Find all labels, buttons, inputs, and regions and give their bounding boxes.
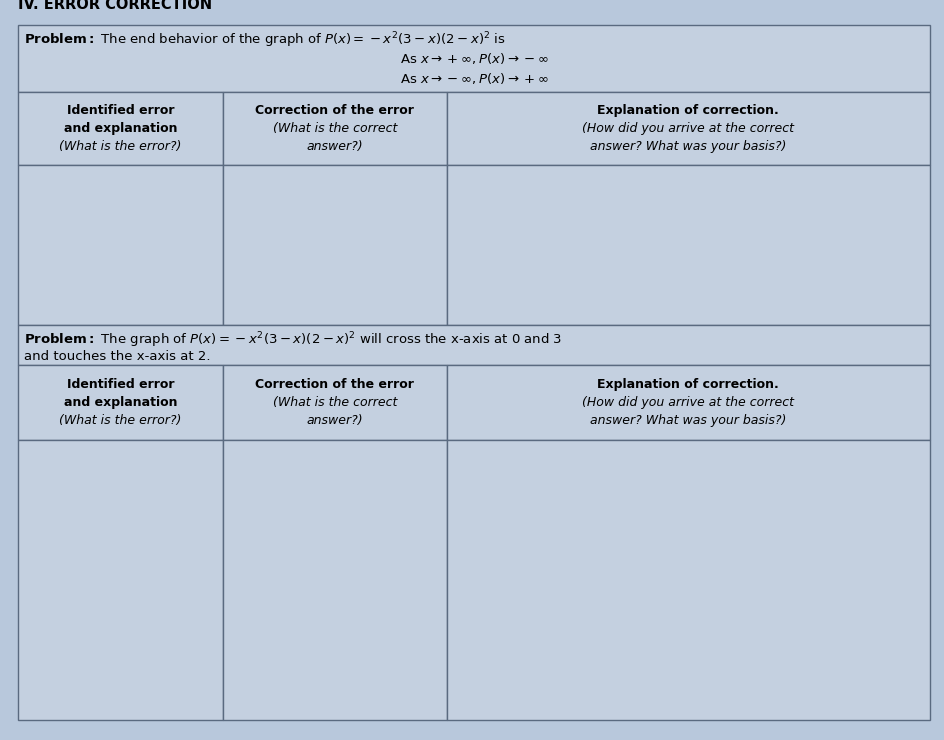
Text: Explanation of correction.: Explanation of correction. (597, 378, 779, 391)
Text: (What is the error?): (What is the error?) (59, 414, 181, 427)
Bar (447, 92, 929, 165)
Text: and explanation: and explanation (64, 396, 177, 409)
Text: $\mathbf{Problem:}$ The graph of $P(x) = -x^2(3-x)(2-x)^2$ will cross the x-axis: $\mathbf{Problem:}$ The graph of $P(x) =… (24, 330, 562, 349)
Bar (223, 365, 447, 440)
Text: answer?): answer?) (306, 140, 362, 153)
Text: answer? What was your basis?): answer? What was your basis?) (589, 414, 785, 427)
Text: and touches the x-axis at 2.: and touches the x-axis at 2. (24, 350, 211, 363)
Text: answer? What was your basis?): answer? What was your basis?) (589, 140, 785, 153)
Bar (447, 165, 929, 325)
Text: Explanation of correction.: Explanation of correction. (597, 104, 779, 117)
Text: answer?): answer?) (306, 414, 362, 427)
Text: $\mathbf{Problem:}$ The end behavior of the graph of $P(x) = -x^2(3-x)(2-x)^2$ i: $\mathbf{Problem:}$ The end behavior of … (24, 30, 505, 50)
Text: Correction of the error: Correction of the error (255, 104, 413, 117)
Text: As $x \rightarrow -\infty, P(x) \rightarrow +\infty$: As $x \rightarrow -\infty, P(x) \rightar… (399, 71, 548, 86)
Text: (What is the correct: (What is the correct (273, 396, 396, 409)
Bar (223, 440, 447, 720)
Text: (What is the error?): (What is the error?) (59, 140, 181, 153)
Text: As $x \rightarrow +\infty, P(x) \rightarrow -\infty$: As $x \rightarrow +\infty, P(x) \rightar… (399, 51, 548, 66)
Text: (How did you arrive at the correct: (How did you arrive at the correct (582, 396, 794, 409)
Bar (18, 365, 223, 440)
Text: and explanation: and explanation (64, 122, 177, 135)
Bar (18, 92, 223, 165)
Bar (18, 325, 929, 365)
Text: (What is the correct: (What is the correct (273, 122, 396, 135)
Text: Identified error: Identified error (67, 104, 174, 117)
Bar (223, 165, 447, 325)
Bar (447, 365, 929, 440)
Text: Identified error: Identified error (67, 378, 174, 391)
Text: (How did you arrive at the correct: (How did you arrive at the correct (582, 122, 794, 135)
Bar (18, 165, 223, 325)
Bar (447, 440, 929, 720)
Bar (18, 25, 929, 92)
Text: Correction of the error: Correction of the error (255, 378, 413, 391)
Bar (223, 92, 447, 165)
Bar (18, 440, 223, 720)
Text: IV. ERROR CORRECTION: IV. ERROR CORRECTION (18, 0, 211, 12)
